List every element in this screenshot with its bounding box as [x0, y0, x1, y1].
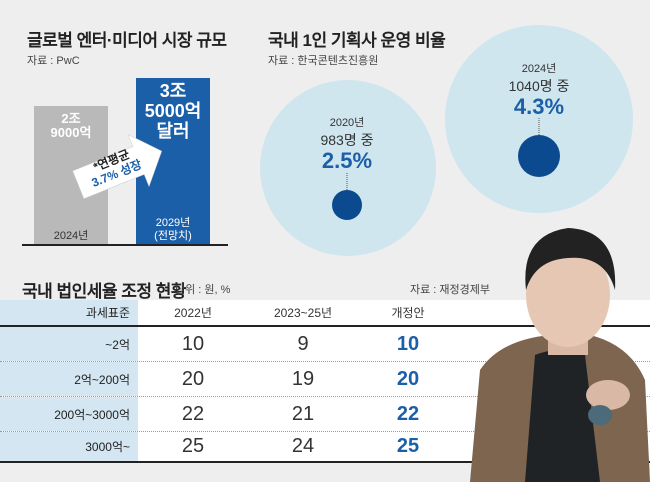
- bar-value: 9000억: [50, 125, 92, 141]
- bar-year: 2024년: [53, 229, 89, 242]
- header-cell: 2022년: [174, 306, 212, 320]
- cell-2022: 20: [181, 367, 205, 390]
- cell-2023-25: 21: [291, 402, 315, 425]
- bar-value: 달러: [156, 120, 190, 141]
- header-cell: 2023~25년: [273, 306, 333, 320]
- bar-value: 2조: [61, 111, 81, 126]
- bubble-chart: [260, 25, 633, 256]
- bubble-ratio-2020: [332, 190, 362, 220]
- bubble-label-2024: 2024년 1040명 중 4.3%: [508, 63, 570, 119]
- agency-title: 국내 1인 기획사 운영 비율: [268, 31, 446, 50]
- baseline: [22, 244, 228, 246]
- agency-source: 자료 : 한국콘텐츠진흥원: [268, 55, 379, 67]
- cell-2023-25: 19: [291, 367, 315, 390]
- person-photo: [470, 228, 650, 482]
- cell-2022: 25: [181, 435, 205, 457]
- cell-2022: 22: [181, 402, 205, 425]
- tax-source: 자료 : 재정경제부: [410, 284, 491, 296]
- row-label: ~2억: [0, 327, 138, 361]
- cell-revised: 10: [396, 332, 420, 355]
- market-title: 글로벌 엔터·미디어 시장 규모: [27, 31, 227, 50]
- tax-unit: 단위 : 원, %: [175, 284, 231, 296]
- bubble-total-2020: [260, 80, 436, 256]
- cell-revised: 20: [396, 367, 420, 390]
- tax-title: 국내 법인세율 조정 현황: [22, 282, 187, 301]
- bar-year-note: (전망치): [154, 229, 192, 242]
- cell-2022: 10: [181, 332, 205, 355]
- cell-2023-25: 24: [291, 435, 315, 457]
- watch-icon: [588, 405, 612, 425]
- bubble-label-2020: 2020년 983명 중 2.5%: [320, 117, 374, 173]
- row-label: 200억~3000억: [0, 397, 138, 431]
- row-label: 2억~200억: [0, 362, 138, 396]
- header-cell: 과세표준: [0, 300, 138, 325]
- bubble-ratio-2024: [518, 135, 560, 177]
- cell-revised: 22: [396, 402, 420, 425]
- market-source: 자료 : PwC: [27, 55, 80, 67]
- bar-value: 3조: [159, 81, 187, 101]
- bar-year: 2029년: [155, 216, 191, 229]
- bar-value: 5000억: [144, 100, 202, 121]
- cell-2023-25: 9: [297, 332, 309, 355]
- growth-arrow: [72, 134, 163, 200]
- row-label: 3000억~: [0, 432, 138, 461]
- cell-revised: 25: [396, 435, 420, 457]
- header-cell: 개정안: [391, 306, 425, 320]
